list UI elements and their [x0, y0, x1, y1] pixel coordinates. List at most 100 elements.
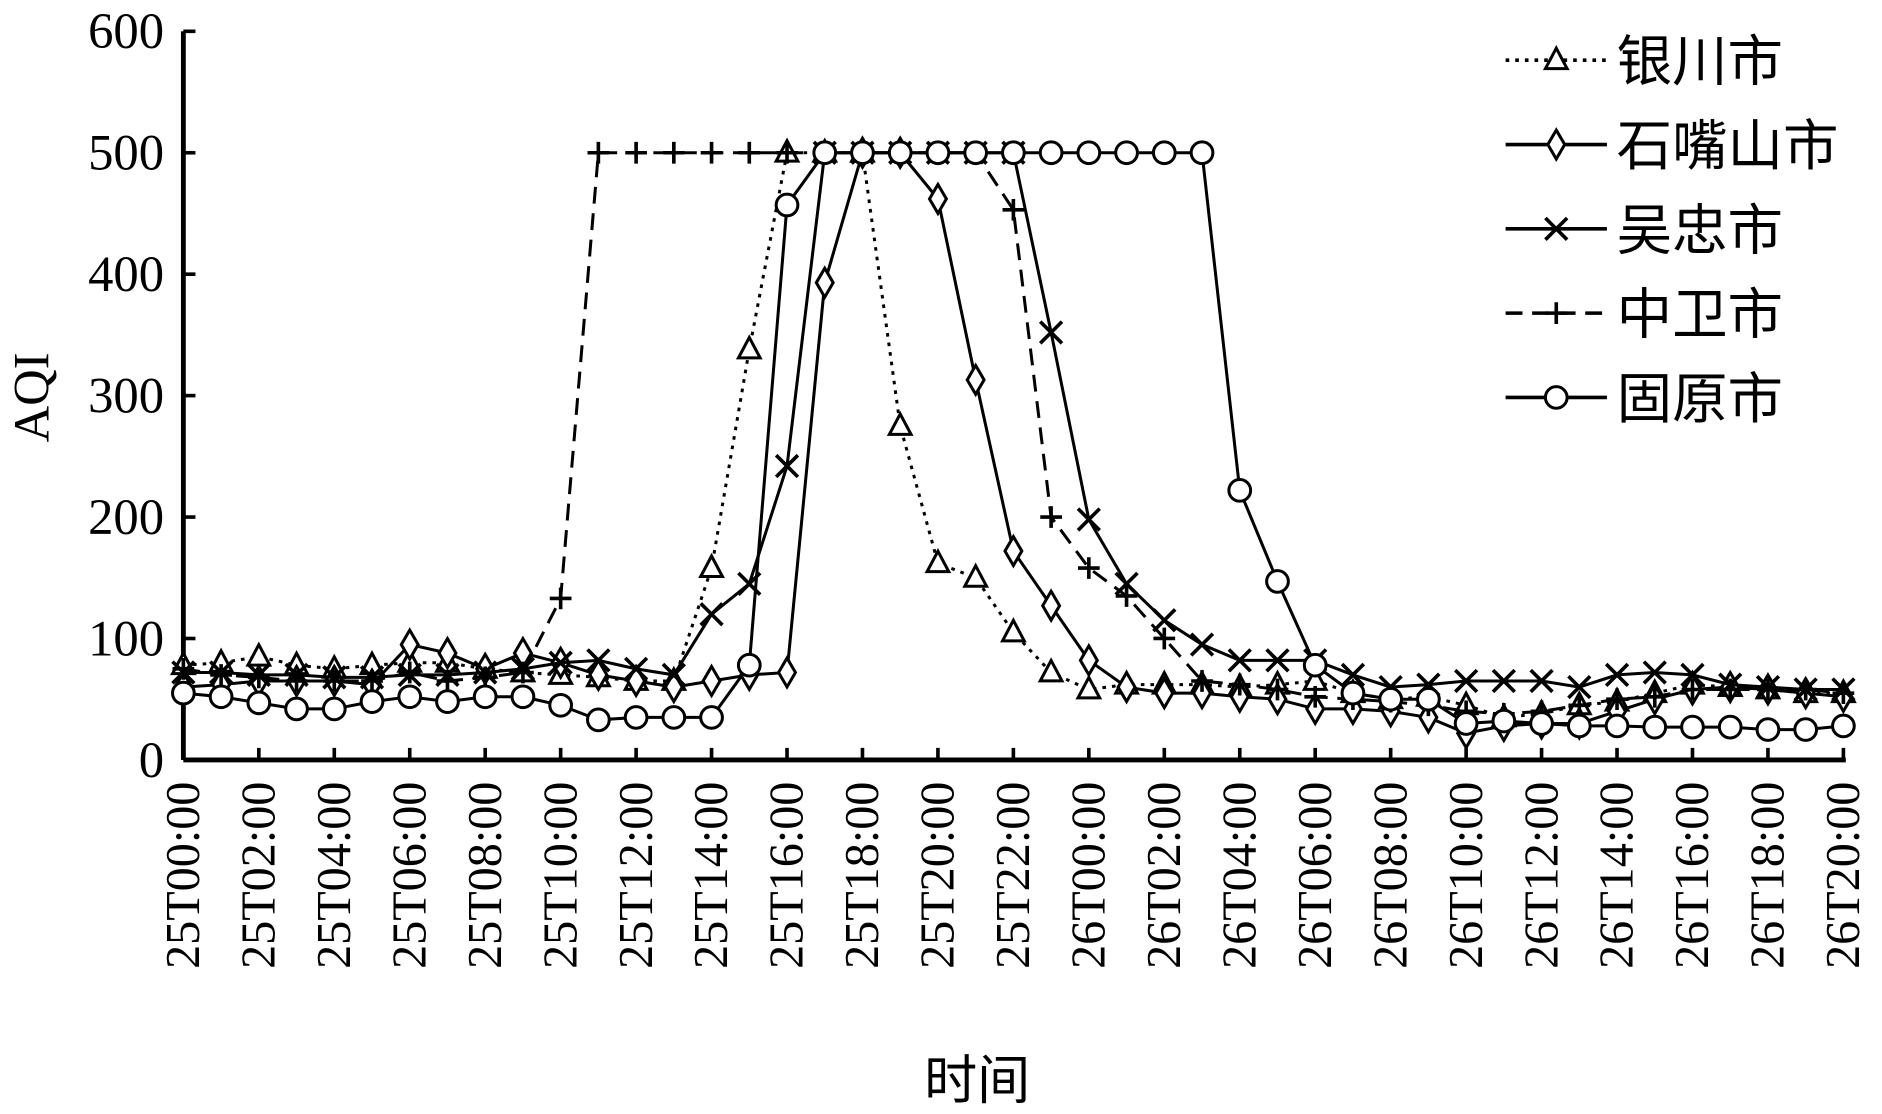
- data-point-circle: [1416, 686, 1441, 712]
- legend-item: 中卫市: [1505, 285, 1783, 346]
- data-point-diamond: [399, 627, 420, 663]
- x-tick-label: 25T16:00: [761, 782, 814, 969]
- x-tick-label: 26T06:00: [1289, 782, 1342, 969]
- legend-label: 石嘴山市: [1617, 116, 1839, 177]
- data-point-circle: [1189, 140, 1215, 166]
- data-point-circle: [1265, 569, 1290, 594]
- x-tick-label: 26T02:00: [1138, 782, 1191, 969]
- x-tick-label: 25T14:00: [685, 782, 738, 969]
- data-point-plus: [662, 141, 685, 164]
- data-point-circle: [435, 689, 460, 714]
- y-tick-label: 100: [88, 610, 164, 666]
- data-point-circle: [1378, 686, 1404, 712]
- data-point-plus: [1681, 678, 1704, 701]
- legend-item: 固原市: [1505, 369, 1783, 430]
- series-line: [183, 151, 1844, 735]
- data-point-cross: [548, 650, 573, 675]
- x-tick-label: 26T10:00: [1440, 782, 1493, 969]
- series-line: [183, 151, 1844, 716]
- x-tick-label: 26T16:00: [1666, 782, 1719, 969]
- data-point-circle: [171, 680, 196, 706]
- data-point-cross: [1189, 632, 1215, 657]
- data-point-cross: [1642, 660, 1667, 685]
- data-point-circle: [1340, 680, 1366, 706]
- data-point-plus: [738, 141, 761, 164]
- x-tick-label: 25T10:00: [534, 782, 587, 969]
- data-point-cross: [623, 656, 649, 681]
- data-point-plus: [172, 658, 195, 680]
- data-point-circle: [774, 192, 800, 218]
- data-point-circle: [208, 684, 234, 710]
- data-point-circle: [246, 690, 272, 716]
- data-point-circle: [699, 705, 724, 730]
- data-point-circle: [963, 140, 989, 166]
- data-point-circle: [548, 692, 574, 718]
- data-point-circle: [586, 707, 611, 733]
- data-point-plus: [285, 670, 308, 692]
- legend-item: 吴忠市: [1505, 200, 1783, 261]
- data-point-plus: [1191, 670, 1213, 692]
- data-point-circle: [661, 705, 687, 730]
- data-point-plus: [1719, 678, 1742, 701]
- data-point-diamond: [1116, 669, 1137, 705]
- data-point-circle: [736, 652, 762, 678]
- data-point-circle: [510, 684, 536, 710]
- x-tick-label: 26T04:00: [1213, 782, 1266, 969]
- data-point-plus: [1606, 688, 1628, 711]
- data-point-cross: [1076, 507, 1101, 532]
- data-point-cross: [1491, 668, 1516, 694]
- x-tick-label: 25T00:00: [157, 782, 210, 969]
- data-point-diamond: [814, 265, 835, 301]
- data-point-circle: [1793, 717, 1819, 742]
- data-point-circle: [925, 140, 951, 166]
- data-point-cross: [1227, 648, 1252, 673]
- data-point-triangle: [698, 552, 725, 578]
- data-point-cross: [1340, 662, 1366, 688]
- data-point-circle: [850, 140, 875, 166]
- data-point-diamond: [437, 635, 458, 671]
- data-point-circle: [623, 705, 649, 730]
- x-tick-label: 26T00:00: [1062, 782, 1115, 969]
- data-point-plus: [247, 666, 270, 689]
- data-point-plus: [587, 141, 610, 164]
- data-point-plus: [1153, 627, 1176, 650]
- data-point-triangle: [1000, 617, 1027, 643]
- axes: 0 100 200 300 400 500 600 25T00:00 25T02:00 25T04…: [88, 3, 1870, 969]
- data-point-circle: [1453, 711, 1479, 736]
- data-point-plus: [1832, 682, 1855, 704]
- legend-label: 固原市: [1617, 369, 1783, 430]
- data-point-circle: [1604, 713, 1630, 739]
- data-point-triangle: [924, 547, 952, 574]
- data-point-diamond: [927, 181, 949, 217]
- data-point-plus: [700, 141, 723, 164]
- legend-marker-circle-icon: [1543, 385, 1569, 410]
- series-line: [183, 151, 1844, 732]
- legend-marker-diamond-icon: [1546, 127, 1567, 162]
- x-tick-label: 26T12:00: [1515, 782, 1568, 969]
- data-point-circle: [1227, 477, 1253, 503]
- data-point-diamond: [965, 362, 986, 398]
- data-point-plus: [1266, 678, 1289, 701]
- data-point-plus: [210, 664, 232, 686]
- data-point-triangle: [245, 641, 273, 667]
- y-axis-label: AQI: [3, 352, 59, 442]
- data-point-plus: [1228, 673, 1251, 696]
- x-axis-label: 时间: [924, 1052, 1030, 1110]
- data-point-plus: [1077, 557, 1100, 579]
- data-point-circle: [284, 696, 309, 722]
- data-point-cross: [699, 602, 724, 627]
- data-point-circle: [1717, 714, 1743, 740]
- data-point-circle: [472, 684, 498, 710]
- data-point-plus: [1568, 694, 1591, 717]
- x-tick-label: 26T08:00: [1364, 782, 1417, 969]
- data-point-plus: [625, 141, 647, 164]
- legend-item: 银川市: [1505, 32, 1783, 93]
- y-tick-label: 500: [88, 125, 164, 181]
- x-tick-label: 26T14:00: [1591, 782, 1644, 969]
- data-point-circle: [1529, 711, 1554, 736]
- legend-marker-plus-icon: [1545, 302, 1568, 324]
- data-point-circle: [1302, 652, 1328, 678]
- data-point-cross: [1038, 320, 1064, 345]
- data-point-plus: [1115, 585, 1138, 607]
- y-tick-label: 0: [139, 732, 164, 788]
